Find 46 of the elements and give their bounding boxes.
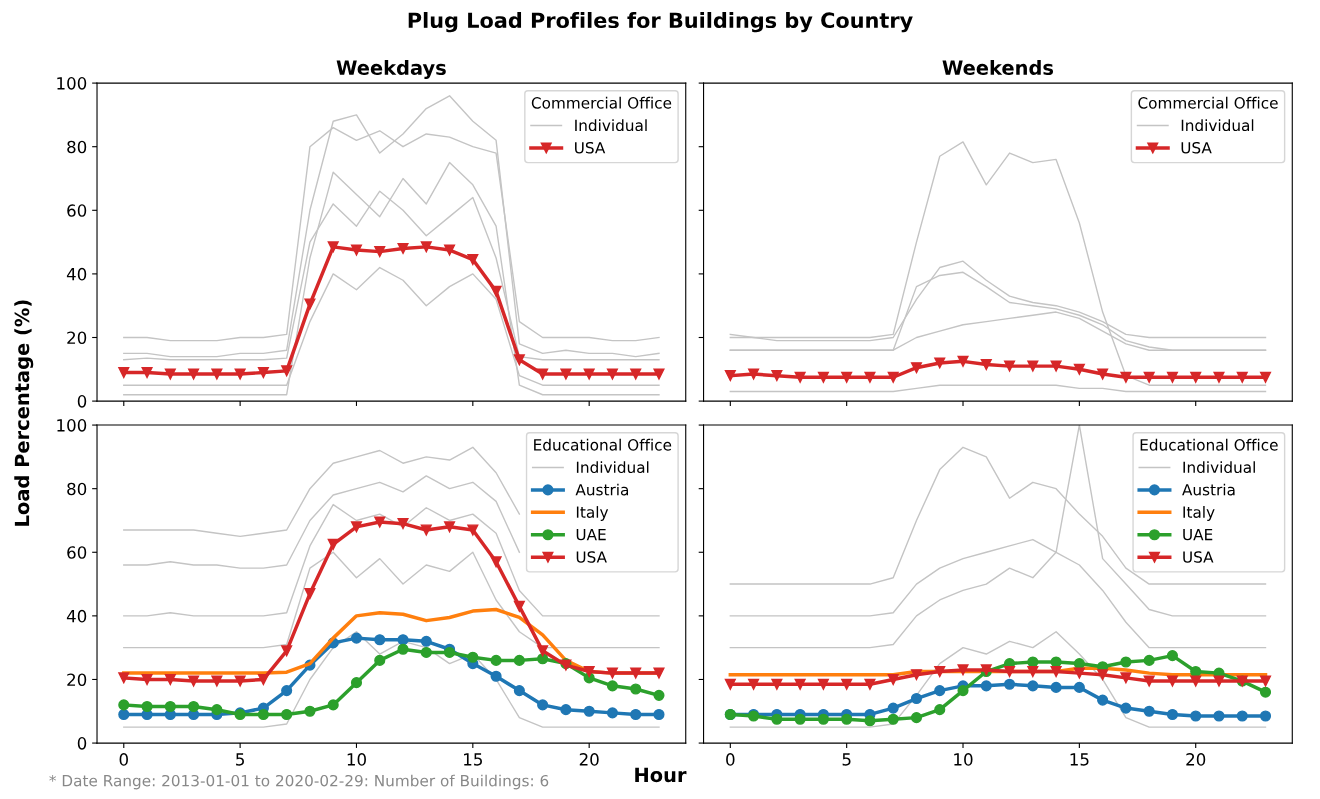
legend-label: Individual — [1181, 119, 1254, 132]
legend-label: UAE — [1183, 528, 1213, 541]
y-tick-label: 80 — [67, 482, 87, 496]
legend-label: Austria — [1182, 483, 1235, 496]
legend-label: UAE — [576, 528, 606, 541]
legend-label: USA — [575, 141, 606, 154]
x-tick-label: 10 — [347, 753, 366, 766]
legend-label: Individual — [576, 461, 649, 474]
x-tick-label: 15 — [464, 753, 482, 766]
chart-title: Plug Load Profiles for Buildings by Country — [408, 11, 913, 33]
y-tick-label: 0 — [77, 395, 87, 408]
y-tick-label: 80 — [67, 140, 87, 154]
legend-label: Individual — [575, 119, 647, 132]
x-tick-label: 5 — [236, 753, 244, 766]
y-tick-label: 100 — [57, 419, 87, 432]
chart-title: Weekends — [942, 59, 1054, 76]
legend-label: Individual — [1183, 461, 1255, 474]
chart-subtitle: Weekdays — [336, 59, 446, 79]
y-tick-label: 40 — [66, 609, 87, 623]
legend-title: Commercial Office — [1138, 96, 1278, 109]
y-tick-label: 0 — [77, 737, 87, 750]
x-tick-label: 5 — [842, 753, 851, 766]
y-tick-label: 20 — [67, 673, 87, 687]
y-tick-label: 60 — [67, 204, 87, 217]
text: * Date Range: 2013-01-01 to 2020-02-29: Number of Buildings: 6 — [49, 774, 549, 790]
y-tick-label: 40 — [66, 267, 87, 281]
x-tick-label: 0 — [726, 753, 735, 766]
legend-title: Educational Office — [1140, 438, 1278, 451]
legend-label: Italy — [1183, 506, 1215, 521]
legend-label: USA — [1181, 141, 1212, 154]
x-tick-label: 15 — [1070, 753, 1089, 766]
legend-label: Italy — [576, 506, 609, 521]
legend-title: Commercial Office — [531, 96, 672, 109]
y-axis-title: Load Percentage (%) — [14, 300, 34, 526]
y-tick-label: 100 — [57, 77, 87, 90]
x-tick-label: 20 — [1186, 753, 1206, 766]
x-tick-label: 20 — [579, 753, 599, 766]
legend-label: Austria — [575, 483, 628, 496]
legend-label: USA — [1183, 551, 1214, 563]
y-tick-label: 60 — [67, 546, 87, 559]
y-tick-label: 20 — [67, 331, 87, 345]
legend-label: USA — [576, 551, 607, 563]
x-tick-label: 10 — [954, 753, 973, 766]
x-tick-label: 0 — [119, 753, 128, 766]
legend-title: Educational Office — [534, 438, 672, 451]
x-axis-title: Hour — [635, 767, 687, 783]
